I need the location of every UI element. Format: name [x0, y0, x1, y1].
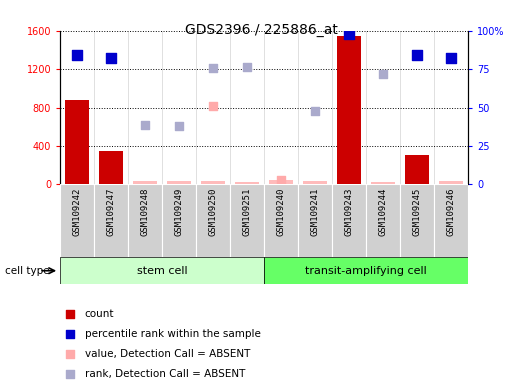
Point	[243, 64, 252, 70]
Bar	[434, 184, 468, 257]
Bar	[94, 184, 128, 257]
Text: GDS2396 / 225886_at: GDS2396 / 225886_at	[185, 23, 338, 37]
Bar	[167, 181, 191, 184]
Bar	[298, 184, 332, 257]
Point	[209, 65, 218, 71]
Bar	[332, 184, 366, 257]
Point	[66, 351, 75, 357]
Text: GSM109240: GSM109240	[277, 188, 286, 236]
Bar	[65, 100, 89, 184]
Text: GSM109250: GSM109250	[209, 188, 218, 236]
Point	[141, 122, 150, 128]
Text: count: count	[85, 309, 114, 319]
Point	[277, 177, 286, 184]
Point	[175, 123, 184, 129]
Point	[379, 71, 388, 77]
Point	[66, 311, 75, 317]
Text: GSM109248: GSM109248	[141, 188, 150, 236]
Bar	[269, 180, 293, 184]
Bar	[133, 182, 157, 184]
Bar	[235, 182, 259, 184]
Text: GSM109244: GSM109244	[379, 188, 388, 236]
Text: GSM109247: GSM109247	[107, 188, 116, 236]
Point	[413, 52, 422, 58]
Point	[345, 31, 354, 37]
Bar	[366, 184, 400, 257]
Bar	[60, 257, 264, 284]
Point	[73, 52, 82, 58]
Bar	[371, 182, 395, 184]
Bar	[439, 182, 463, 184]
Bar	[230, 184, 264, 257]
Text: value, Detection Call = ABSENT: value, Detection Call = ABSENT	[85, 349, 250, 359]
Bar	[162, 184, 196, 257]
Text: GSM109245: GSM109245	[413, 188, 422, 236]
Bar	[337, 36, 361, 184]
Bar	[201, 182, 225, 184]
Bar	[400, 184, 434, 257]
Text: GSM109243: GSM109243	[345, 188, 354, 236]
Text: percentile rank within the sample: percentile rank within the sample	[85, 329, 260, 339]
Text: GSM109249: GSM109249	[175, 188, 184, 236]
Point	[209, 103, 218, 109]
Text: GSM109246: GSM109246	[447, 188, 456, 236]
Text: cell type: cell type	[5, 266, 50, 276]
Bar	[196, 184, 230, 257]
Text: rank, Detection Call = ABSENT: rank, Detection Call = ABSENT	[85, 369, 245, 379]
Text: GSM109242: GSM109242	[73, 188, 82, 236]
Bar	[303, 182, 327, 184]
Point	[107, 55, 116, 61]
Bar	[264, 257, 468, 284]
Point	[311, 108, 320, 114]
Text: transit-amplifying cell: transit-amplifying cell	[305, 266, 427, 276]
Bar	[60, 184, 94, 257]
Point	[447, 55, 456, 61]
Text: GSM109241: GSM109241	[311, 188, 320, 236]
Text: GSM109251: GSM109251	[243, 188, 252, 236]
Bar	[264, 184, 298, 257]
Bar	[99, 151, 123, 184]
Bar	[405, 155, 429, 184]
Bar	[128, 184, 162, 257]
Point	[66, 371, 75, 377]
Point	[66, 331, 75, 337]
Text: stem cell: stem cell	[137, 266, 187, 276]
